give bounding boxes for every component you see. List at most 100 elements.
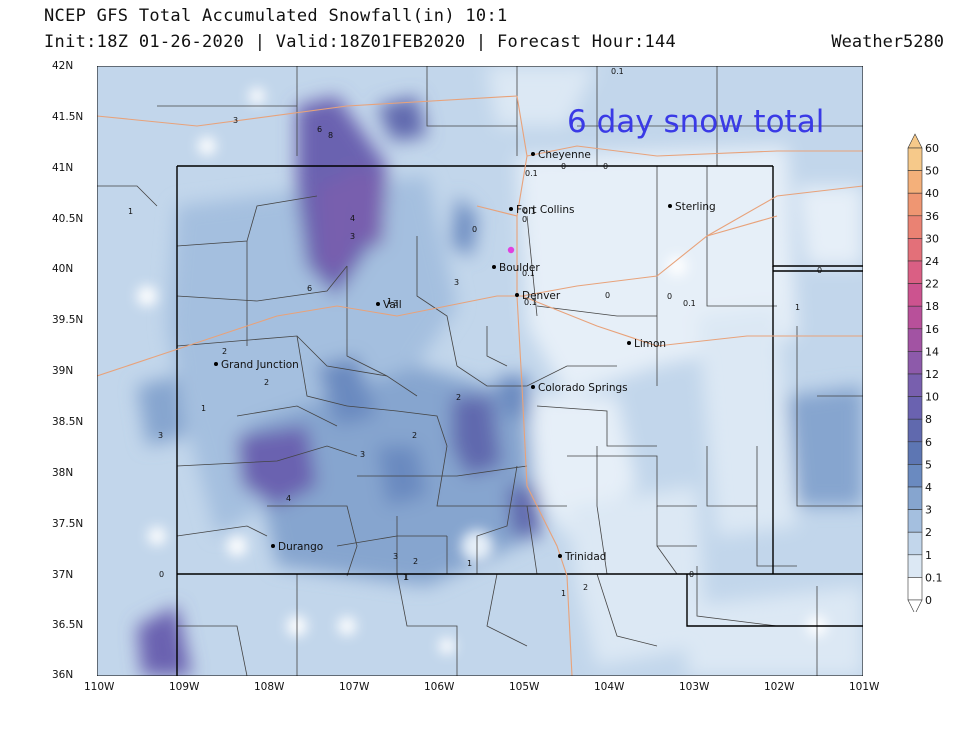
colorbar-label: 6 xyxy=(925,436,932,449)
contour-label: 0.1 xyxy=(683,299,696,308)
colorbar-label: 0 xyxy=(925,594,932,607)
contour-label: 0.1 xyxy=(522,269,535,278)
lon-label: 107W xyxy=(339,681,370,693)
city-label-grand-junction: Grand Junction xyxy=(221,359,299,371)
contour-label: 3 xyxy=(158,431,163,440)
city-label-cheyenne: Cheyenne xyxy=(538,149,591,161)
colorbar-label: 0.1 xyxy=(925,571,943,584)
map-title: NCEP GFS Total Accumulated Snowfall(in) … xyxy=(44,6,508,26)
colorbar-label: 14 xyxy=(925,345,939,358)
colorbar-swatch xyxy=(907,373,923,397)
colorbar-swatch xyxy=(907,531,923,556)
lat-label: 39.5N xyxy=(52,314,84,326)
colorbar-swatch xyxy=(907,577,923,601)
lon-label: 106W xyxy=(424,681,455,693)
colorbar-label: 8 xyxy=(925,413,932,426)
contour-label: 3 xyxy=(233,116,238,125)
contour-label: 0 xyxy=(561,162,566,171)
colorbar-swatch xyxy=(907,305,923,330)
contour-label: 2 xyxy=(264,378,269,387)
lat-label: 38N xyxy=(52,467,74,479)
city-label-trinidad: Trinidad xyxy=(564,551,606,563)
contour-label: 1 xyxy=(128,207,133,216)
lat-label: 39N xyxy=(52,365,74,377)
snowfall-map: 0.1 3 6 8 4 3 6 1 2 2 1 3 3 2 2 3 4 1 3 … xyxy=(96,65,864,677)
map-subtitle: Init:18Z 01-26-2020 | Valid:18Z01FEB2020… xyxy=(44,32,677,52)
colorbar: 60 50 40 36 30 24 22 18 16 14 12 10 8 6 5 4 3 2 1 0.1 0 xyxy=(900,132,956,615)
colorbar-swatch xyxy=(907,328,923,352)
contour-label: 3 xyxy=(393,552,398,561)
city-label-boulder: Boulder xyxy=(499,262,540,274)
contour-label: 4 xyxy=(286,494,291,503)
city-dot xyxy=(668,204,672,208)
map-canvas: 0.1 3 6 8 4 3 6 1 2 2 1 3 3 2 2 3 4 1 3 … xyxy=(96,65,864,677)
colorbar-label: 16 xyxy=(925,323,939,336)
colorbar-label: 18 xyxy=(925,300,939,313)
contour-label: 0.1 xyxy=(523,207,536,216)
colorbar-swatch xyxy=(907,509,923,533)
credit-label: Weather5280 xyxy=(831,32,944,52)
contour-label: 1 xyxy=(404,573,409,582)
state-borders xyxy=(176,165,863,676)
lat-label: 42N xyxy=(52,60,74,72)
city-group: Cheyenne Fort Collins Sterling Boulder D… xyxy=(214,149,716,563)
colorbar-swatch xyxy=(907,147,923,171)
colorbar-swatch xyxy=(907,170,923,194)
contour-label: 8 xyxy=(328,131,333,140)
contour-label: 3 xyxy=(454,278,459,287)
lon-label: 105W xyxy=(509,681,540,693)
city-dot xyxy=(509,207,513,211)
city-label-denver: Denver xyxy=(522,290,561,302)
colorbar-swatch xyxy=(907,418,923,443)
lon-label: 102W xyxy=(764,681,795,693)
lon-label: 110W xyxy=(84,681,115,693)
city-dot xyxy=(531,152,535,156)
lat-label: 40.5N xyxy=(52,213,84,225)
highway-lines xyxy=(96,95,864,677)
colorbar-swatch xyxy=(907,215,923,239)
lon-label: 108W xyxy=(254,681,285,693)
contour-label: 1 xyxy=(795,303,800,312)
contour-label: 0 xyxy=(817,266,822,275)
colorbar-label: 24 xyxy=(925,255,939,268)
city-label-durango: Durango xyxy=(278,541,323,553)
contour-label: 0 xyxy=(689,570,694,579)
colorbar-swatch xyxy=(907,486,923,510)
colorbar-label: 10 xyxy=(925,391,939,404)
colorbar-label: 2 xyxy=(925,526,932,539)
colorbar-label: 60 xyxy=(925,142,939,155)
colorbar-label: 12 xyxy=(925,368,939,381)
city-label-fort-collins: Fort Collins xyxy=(516,204,575,216)
lon-label: 109W xyxy=(169,681,200,693)
colorbar-swatch xyxy=(907,396,923,420)
lat-label: 41N xyxy=(52,162,74,174)
contour-label: 0 xyxy=(159,570,164,579)
contour-label: 1 xyxy=(403,573,408,582)
contour-label: 6 xyxy=(317,125,322,134)
colorbar-swatch xyxy=(907,351,923,375)
city-dot xyxy=(558,554,562,558)
contour-label: 3 xyxy=(350,232,355,241)
colorbar-top-arrow xyxy=(907,133,923,149)
colorbar-swatch xyxy=(907,192,923,217)
contour-label: 0 xyxy=(472,225,477,234)
contour-label: 0.1 xyxy=(611,67,624,76)
colorbar-label: 1 xyxy=(925,549,932,562)
snow-field-speckle xyxy=(137,88,827,654)
lat-label: 36N xyxy=(52,669,74,681)
colorbar-label: 30 xyxy=(925,232,939,245)
colorbar-label: 40 xyxy=(925,187,939,200)
colorbar-label: 22 xyxy=(925,278,939,291)
lon-label: 104W xyxy=(594,681,625,693)
city-label-vail: Vail xyxy=(383,299,402,311)
contour-label: 2 xyxy=(456,393,461,402)
annotation-text: 6 day snow total xyxy=(567,104,824,140)
contour-label: 1 xyxy=(387,297,392,306)
contour-label: 3 xyxy=(360,450,365,459)
city-dot xyxy=(376,302,380,306)
city-dot xyxy=(214,362,218,366)
colorbar-label: 50 xyxy=(925,165,939,178)
contour-label: 0 xyxy=(522,215,527,224)
city-label-colorado-springs: Colorado Springs xyxy=(538,382,628,394)
colorbar-swatch xyxy=(907,260,923,284)
